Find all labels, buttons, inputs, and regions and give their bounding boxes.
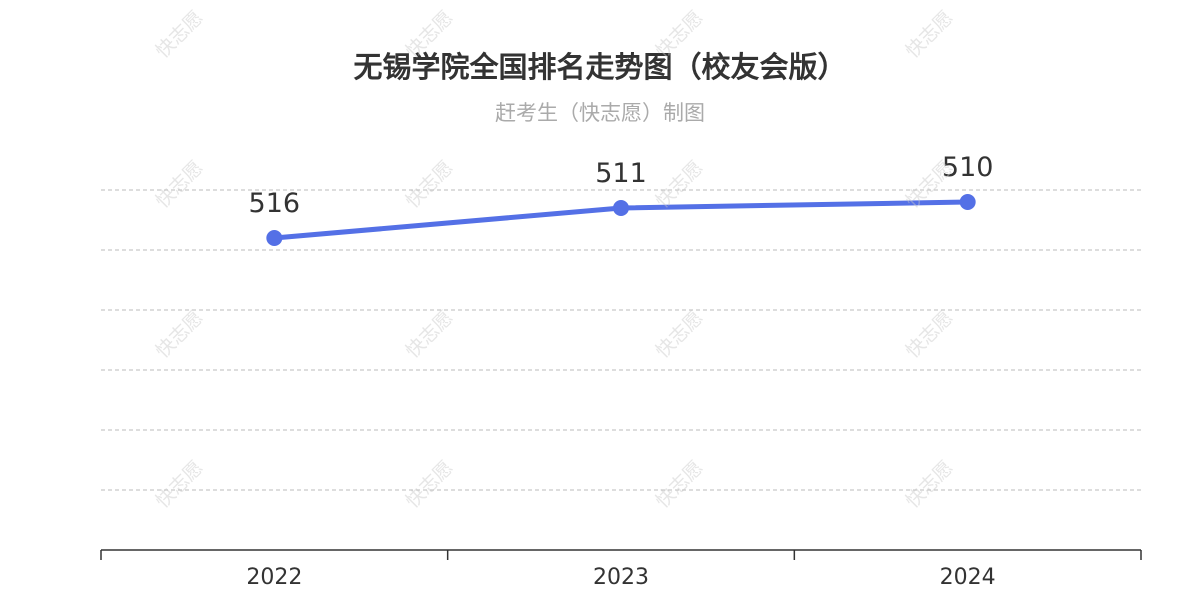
series-line-layer xyxy=(266,194,976,246)
chart-title: 无锡学院全国排名走势图（校友会版） xyxy=(353,50,847,84)
x-tick-label: 2022 xyxy=(246,565,302,590)
x-tick-label: 2024 xyxy=(940,565,996,590)
x-tick-label: 2023 xyxy=(593,565,649,590)
data-point[interactable] xyxy=(266,230,283,246)
chart-subtitle: 赶考生（快志愿）制图 xyxy=(495,101,705,125)
data-label: 516 xyxy=(249,188,301,219)
x-axis: 2022 2023 2024 xyxy=(100,549,1142,590)
grid-lines xyxy=(101,189,1141,491)
data-label: 511 xyxy=(595,158,647,189)
data-point[interactable] xyxy=(613,200,629,216)
data-point[interactable] xyxy=(959,194,976,210)
data-labels: 516 511 510 xyxy=(249,152,994,219)
data-label: 510 xyxy=(942,152,994,183)
